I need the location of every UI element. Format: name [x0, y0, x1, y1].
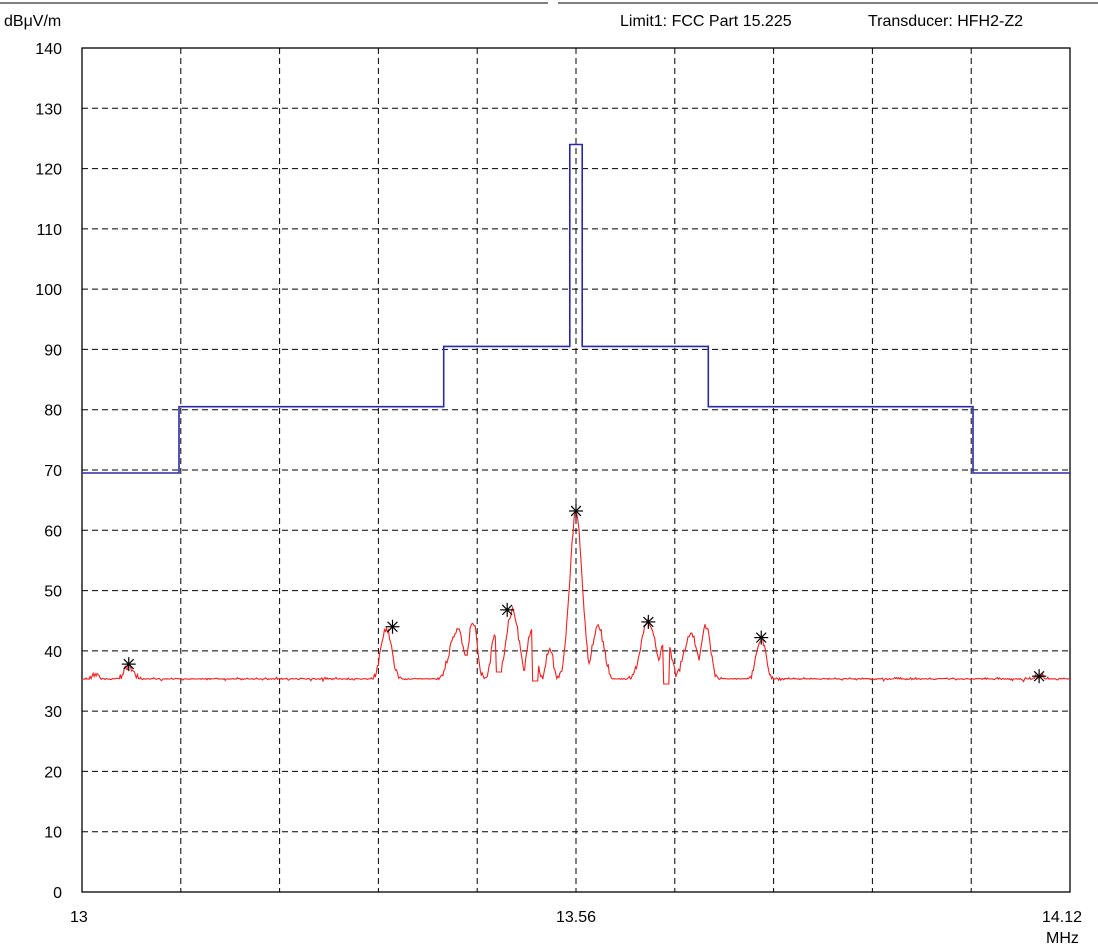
x-tick-label: 13: [70, 909, 88, 926]
limit-line: [82, 143, 1070, 474]
peak-marker: [500, 602, 515, 617]
x-tick-labels: 13 13.56 14.12: [70, 909, 1082, 926]
peak-marker: [385, 619, 400, 634]
x-tick-label: 14.12: [1042, 909, 1082, 926]
peak-marker: [641, 614, 656, 629]
peak-marker-stroke: [387, 621, 398, 633]
peak-marker-stroke: [755, 632, 767, 643]
y-tick-label: 10: [44, 825, 62, 842]
peak-marker-stroke: [643, 616, 654, 628]
y-tick-label: 20: [44, 764, 62, 781]
y-tick-label: 50: [44, 584, 62, 601]
limit-label: Limit1: FCC Part 15.225: [620, 13, 792, 30]
x-tick-label: 13.56: [556, 909, 596, 926]
peak-marker-stroke: [501, 604, 513, 616]
y-tick-label: 140: [35, 41, 62, 58]
peak-marker: [121, 657, 136, 672]
peak-marker: [754, 630, 769, 645]
peak-marker-stroke: [570, 505, 582, 517]
peak-marker: [569, 503, 583, 518]
y-tick-label: 130: [35, 101, 62, 118]
y-tick-label: 40: [44, 644, 62, 661]
y-tick-label: 110: [36, 222, 62, 239]
y-tick-label: 100: [35, 282, 62, 299]
y-tick-label: 70: [44, 463, 62, 480]
y-tick-labels: 0 10 20 30 40 50 60 70 80 90 100 110 120 130 140: [35, 41, 62, 902]
peak-marker: [1032, 669, 1047, 684]
markers-group: [121, 503, 1047, 684]
y-tick-label: 60: [44, 523, 62, 540]
y-tick-label: 90: [44, 342, 62, 359]
peak-marker-stroke: [123, 658, 135, 670]
y-tick-label: 120: [35, 162, 62, 179]
grid: [81, 47, 1071, 893]
y-tick-label: 0: [53, 885, 62, 902]
y-tick-label: 80: [44, 403, 62, 420]
y-axis-unit-label: dBμV/m: [4, 13, 61, 30]
transducer-label: Transducer: HFH2-Z2: [868, 13, 1023, 30]
x-axis-unit-label: MHz: [1046, 930, 1079, 947]
y-tick-label: 30: [44, 704, 62, 721]
peak-marker-stroke: [1033, 670, 1045, 682]
